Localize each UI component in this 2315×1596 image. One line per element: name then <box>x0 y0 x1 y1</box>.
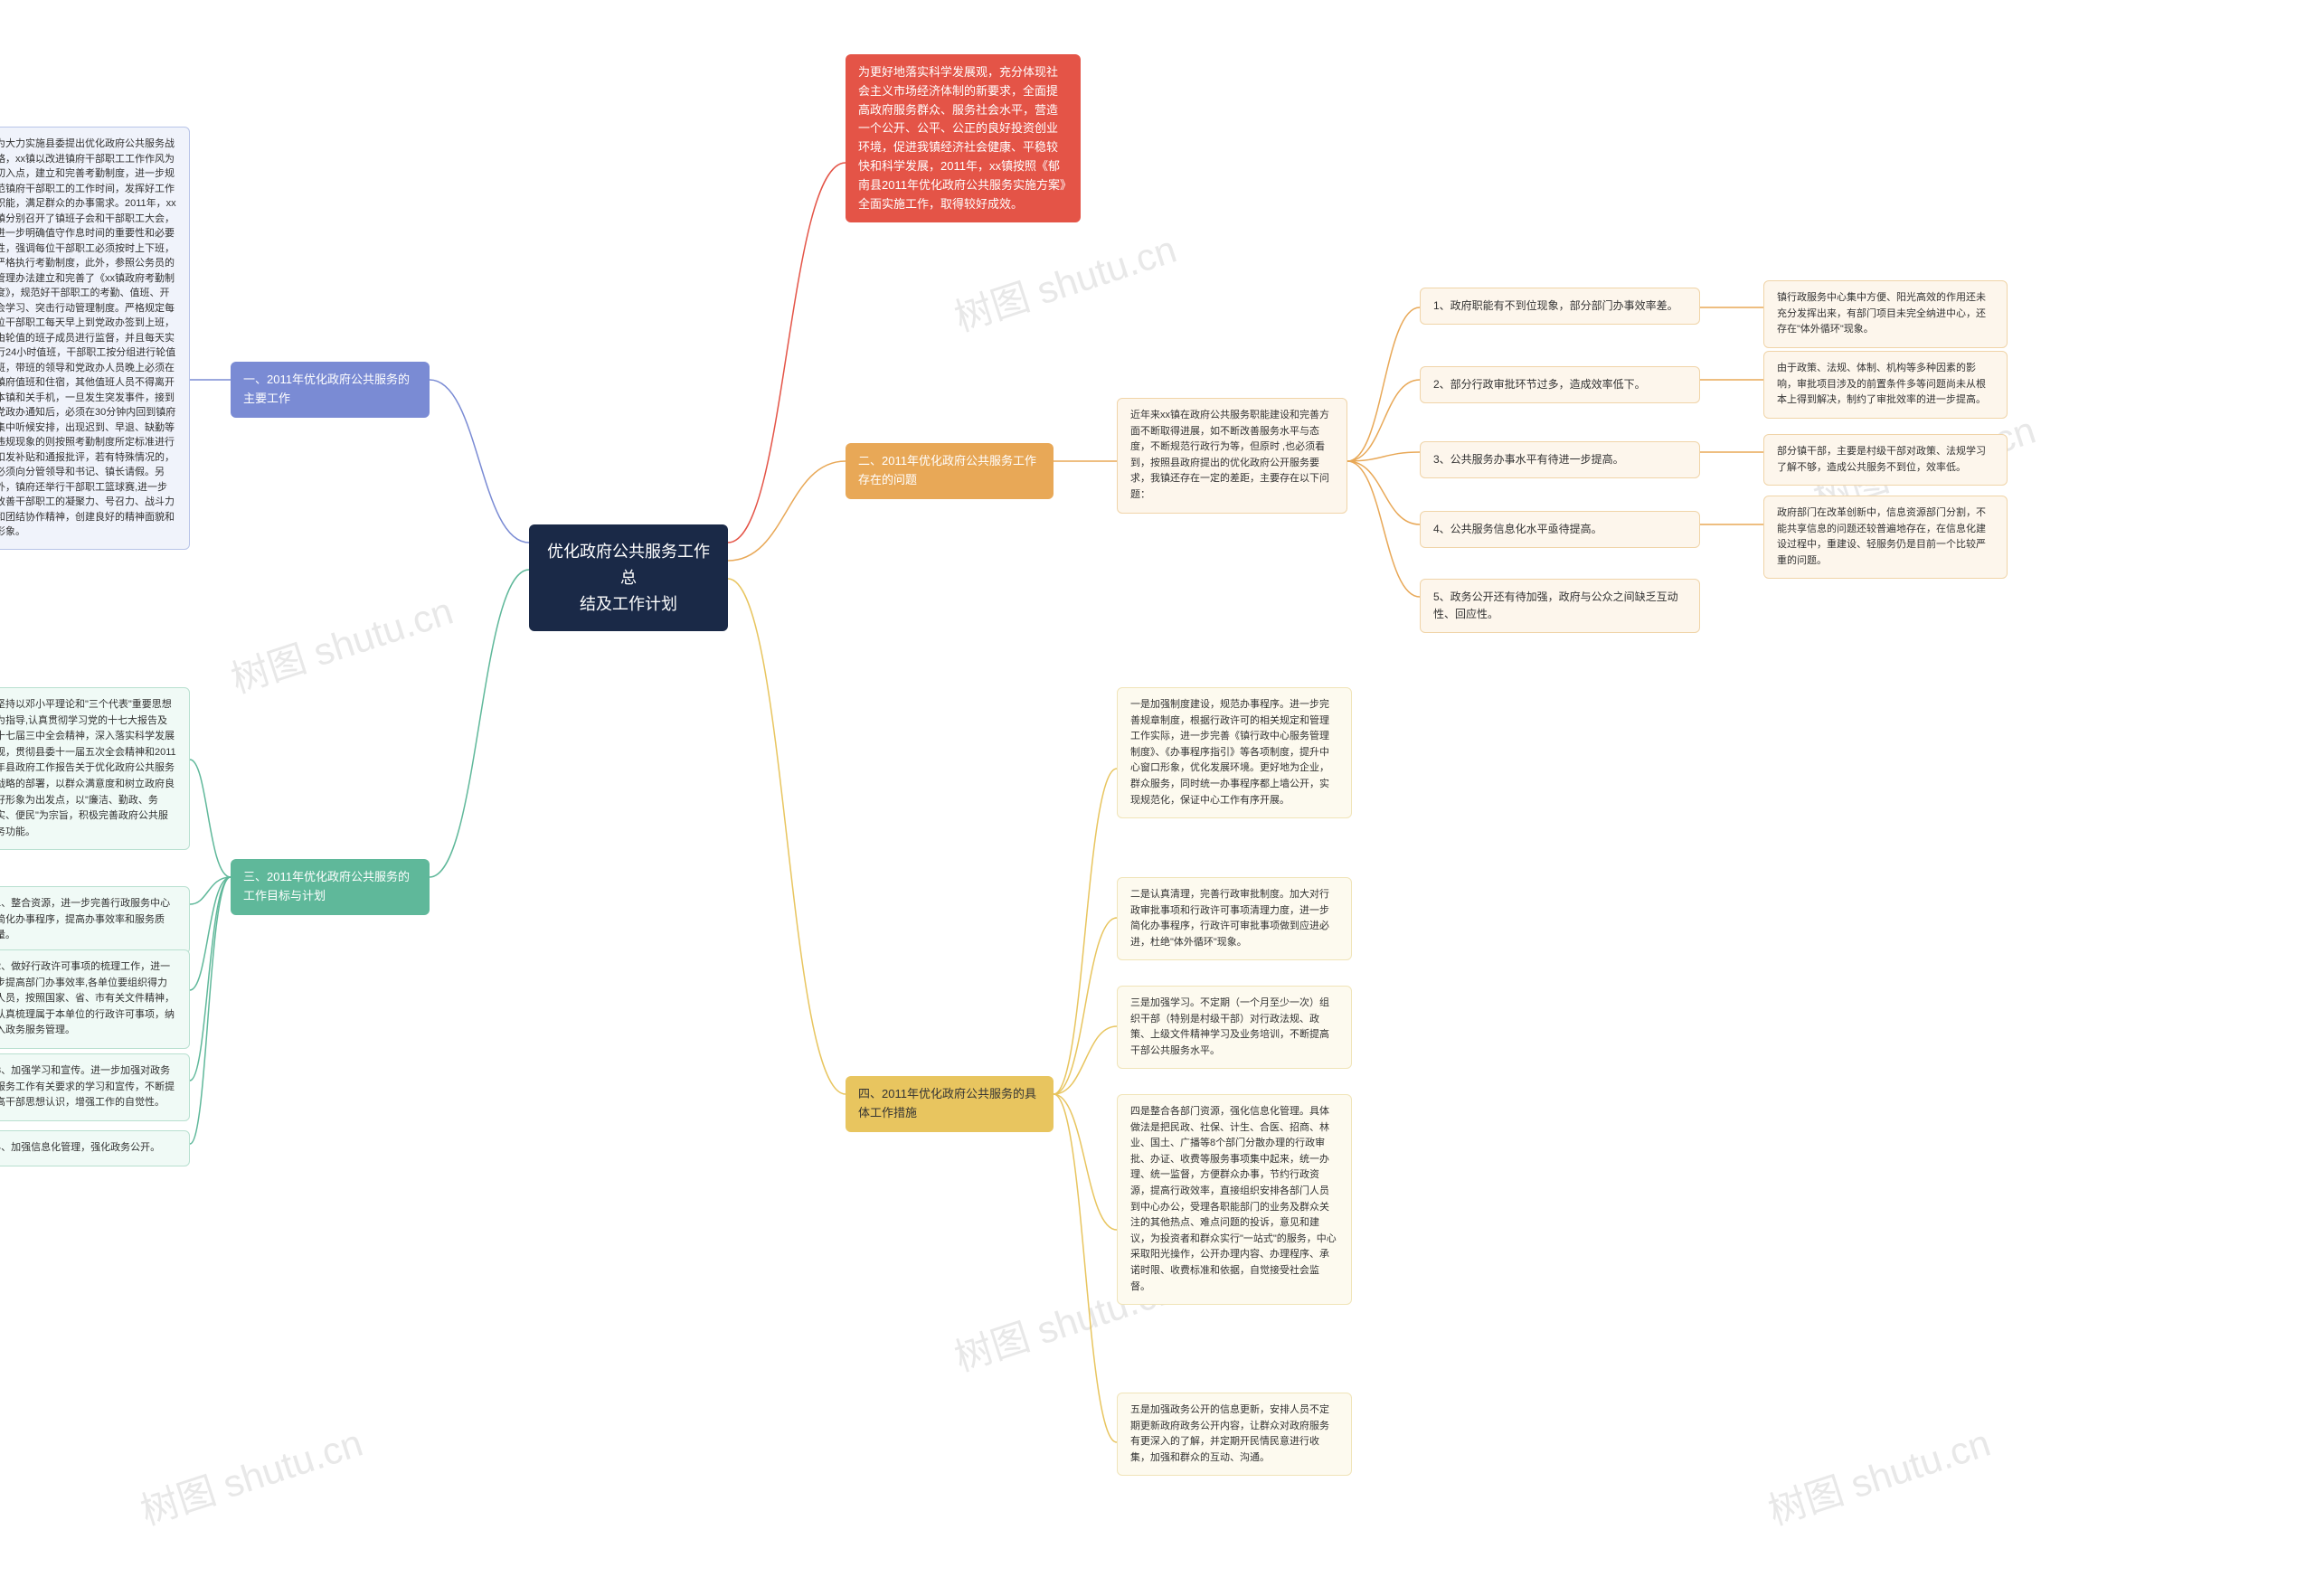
branch-three-intro: 坚持以邓小平理论和"三个代表"重要思想为指导,认真贯彻学习党的十七大报告及十七届… <box>0 687 190 850</box>
branch-two-item: 3、公共服务办事水平有待进一步提高。 <box>1420 441 1700 478</box>
branch-three[interactable]: 三、2011年优化政府公共服务的工作目标与计划 <box>231 859 430 915</box>
branch-one-detail: 为大力实施县委提出优化政府公共服务战略，xx镇以改进镇府干部职工工作作风为切入点… <box>0 127 190 550</box>
branch-four-item: 三是加强学习。不定期（一个月至少一次）组织干部（特别是村级干部）对行政法规、政策… <box>1117 986 1352 1069</box>
branch-two-item: 4、公共服务信息化水平亟待提高。 <box>1420 511 1700 548</box>
branch-two-intro: 近年来xx镇在政府公共服务职能建设和完善方面不断取得进展，如不断改善服务水平与态… <box>1117 398 1347 514</box>
branch-three-item: 3、加强学习和宣传。进一步加强对政务服务工作有关要求的学习和宣传，不断提高干部思… <box>0 1053 190 1121</box>
watermark: 树图 shutu.cn <box>947 219 1183 343</box>
branch-three-item: 4、加强信息化管理，强化政务公开。 <box>0 1130 190 1166</box>
intro-node[interactable]: 为更好地落实科学发展观，充分体现社会主义市场经济体制的新要求，全面提高政府服务群… <box>846 54 1081 222</box>
root-node[interactable]: 优化政府公共服务工作总 结及工作计划 <box>529 524 728 631</box>
branch-two-item-detail: 部分镇干部，主要是村级干部对政策、法规学习了解不够，造成公共服务不到位，效率低。 <box>1763 434 2008 486</box>
branch-two[interactable]: 二、2011年优化政府公共服务工作存在的问题 <box>846 443 1054 499</box>
branch-four[interactable]: 四、2011年优化政府公共服务的具体工作措施 <box>846 1076 1054 1132</box>
branch-three-item: 1、整合资源，进一步完善行政服务中心简化办事程序，提高办事效率和服务质量。 <box>0 886 190 954</box>
branch-four-item: 四是整合各部门资源，强化信息化管理。具体做法是把民政、社保、计生、合医、招商、林… <box>1117 1094 1352 1305</box>
watermark: 树图 shutu.cn <box>1761 1412 1997 1536</box>
branch-four-item: 一是加强制度建设，规范办事程序。进一步完善规章制度，根据行政许可的相关规定和管理… <box>1117 687 1352 818</box>
watermark: 树图 shutu.cn <box>223 581 459 704</box>
branch-two-item-detail: 镇行政服务中心集中方便、阳光高效的作用还未充分发挥出来，有部门项目未完全纳进中心… <box>1763 280 2008 348</box>
branch-four-item: 二是认真清理，完善行政审批制度。加大对行政审批事项和行政许可事项清理力度，进一步… <box>1117 877 1352 960</box>
branch-one[interactable]: 一、2011年优化政府公共服务的主要工作 <box>231 362 430 418</box>
branch-two-item-detail: 政府部门在改革创新中，信息资源部门分割，不能共享信息的问题还较普遍地存在，在信息… <box>1763 496 2008 579</box>
branch-two-item: 1、政府职能有不到位现象，部分部门办事效率差。 <box>1420 288 1700 325</box>
branch-two-item: 2、部分行政审批环节过多，造成效率低下。 <box>1420 366 1700 403</box>
branch-two-item-detail: 由于政策、法规、体制、机构等多种因素的影响，审批项目涉及的前置条件多等问题尚未从… <box>1763 351 2008 419</box>
branch-two-item: 5、政务公开还有待加强，政府与公众之间缺乏互动性、回应性。 <box>1420 579 1700 633</box>
watermark: 树图 shutu.cn <box>133 1412 369 1536</box>
branch-four-item: 五是加强政务公开的信息更新，安排人员不定期更新政府政务公开内容，让群众对政府服务… <box>1117 1393 1352 1476</box>
branch-three-item: 2、做好行政许可事项的梳理工作，进一步提高部门办事效率,各单位要组织得力人员，按… <box>0 949 190 1049</box>
